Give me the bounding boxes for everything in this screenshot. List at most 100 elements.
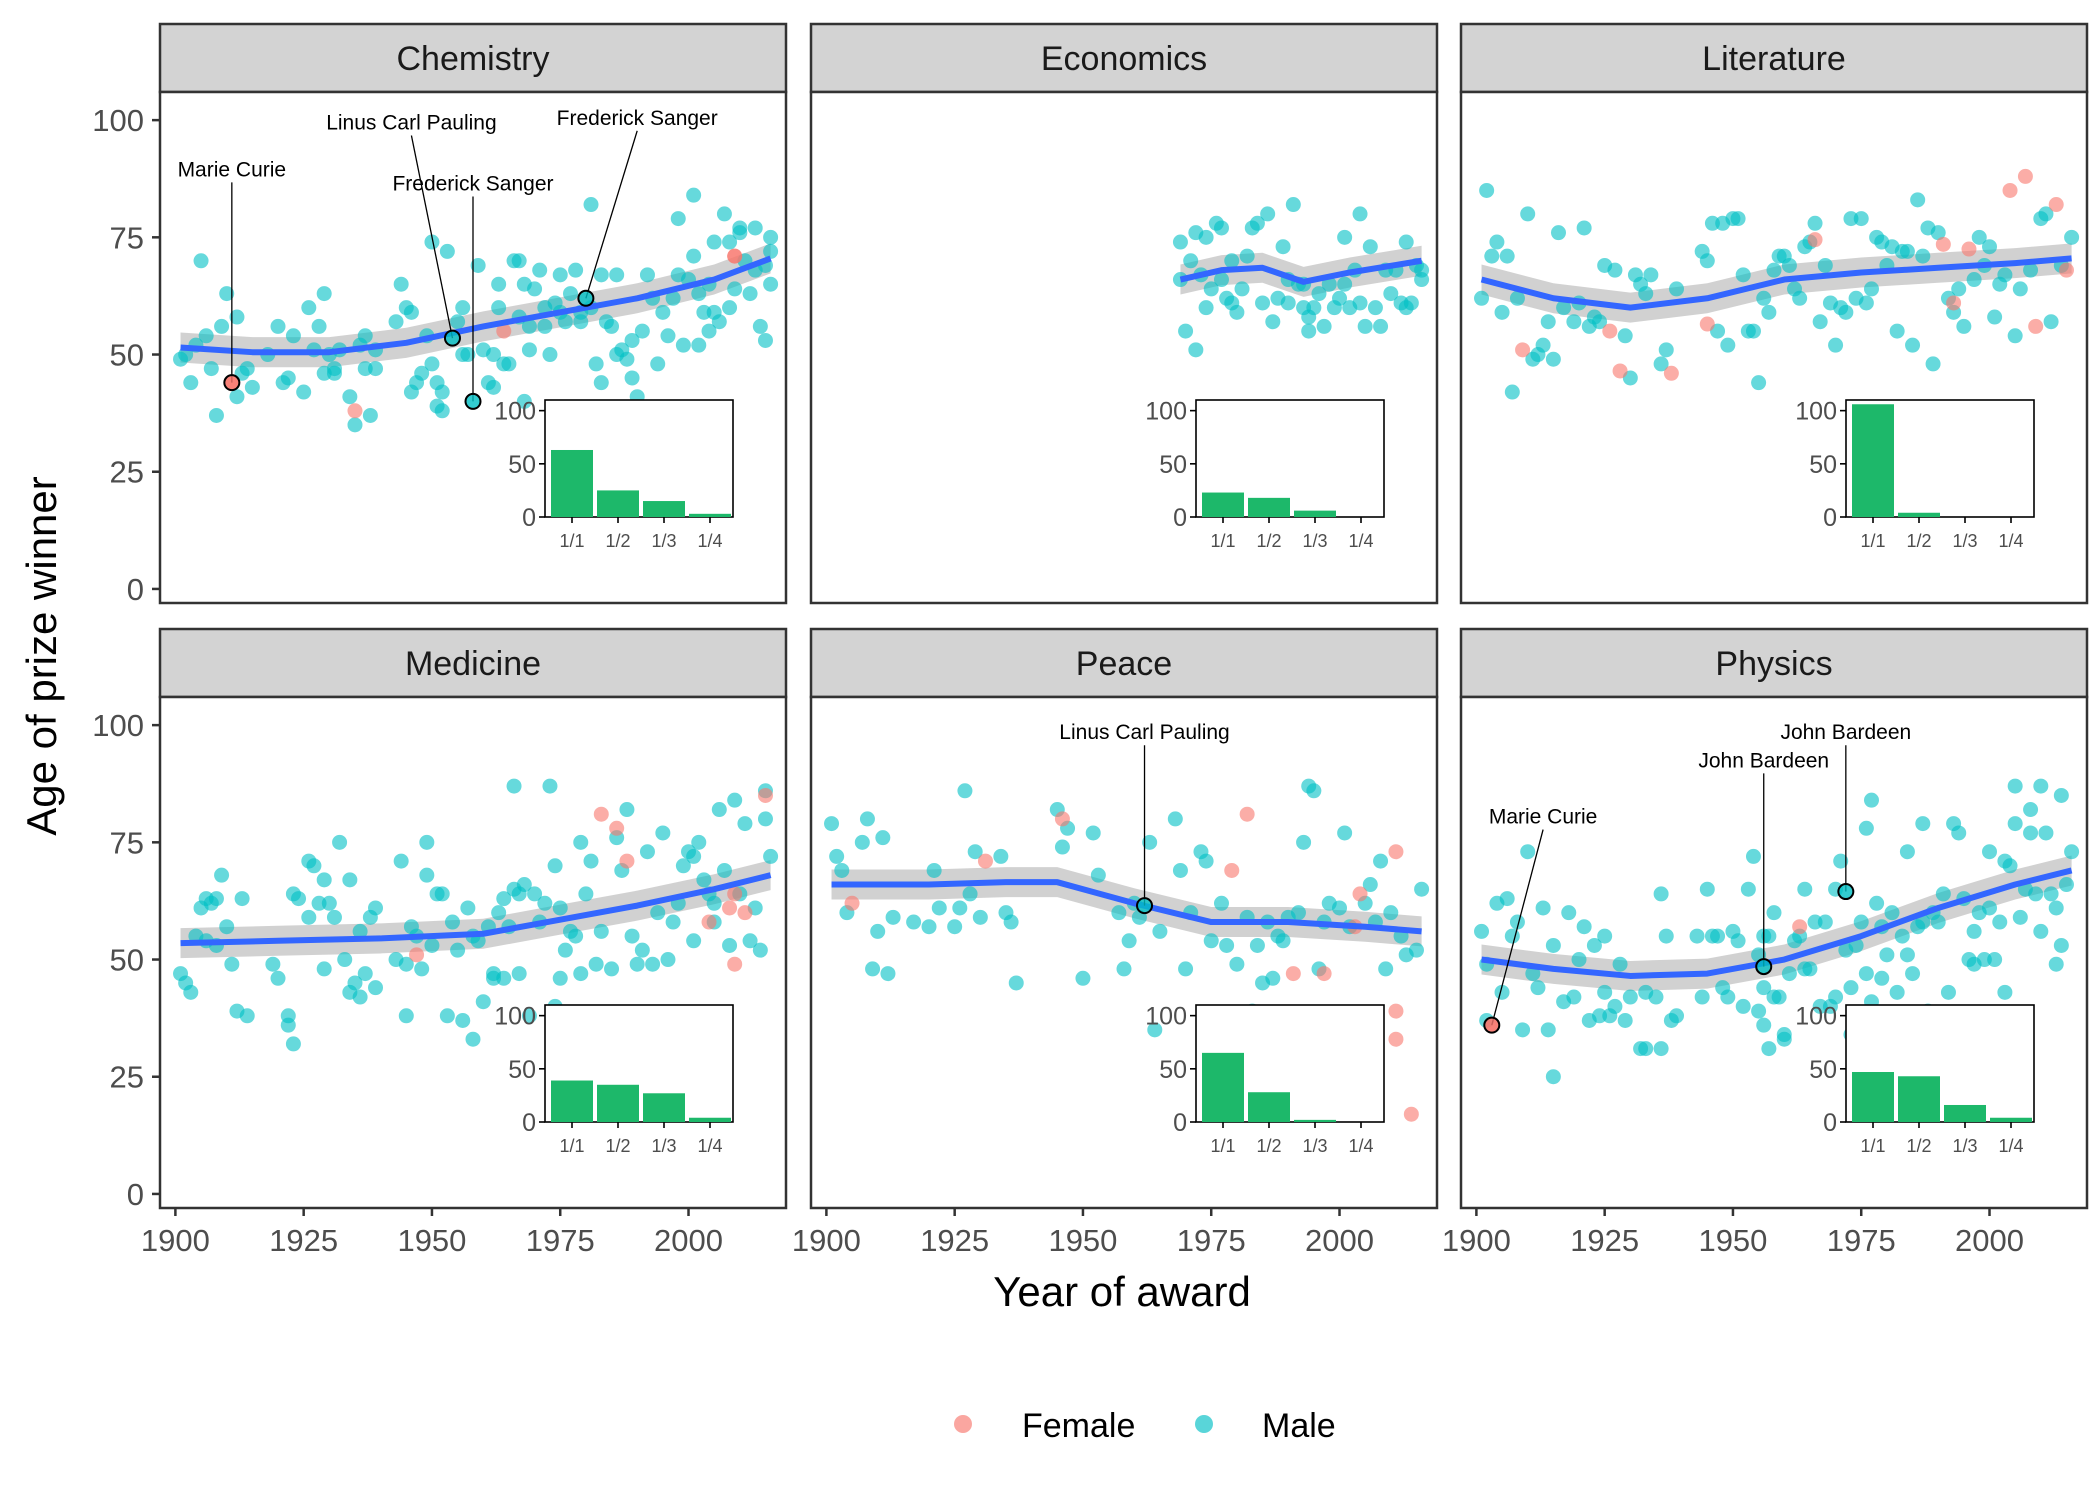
point-male — [1925, 356, 1941, 372]
point-male — [1643, 267, 1659, 283]
point-male — [1756, 290, 1772, 306]
point-male — [1817, 257, 1833, 273]
point-male — [506, 778, 522, 794]
strip-label-medicine: Medicine — [405, 645, 541, 683]
x-tick-label: 1950 — [1698, 1223, 1767, 1258]
point-female — [1285, 966, 1301, 982]
strip-literature — [1459, 22, 2089, 94]
point-male — [1751, 375, 1767, 391]
point-male — [1285, 197, 1301, 213]
x-tick-label: 1925 — [269, 1223, 338, 1258]
point-male — [972, 909, 988, 925]
point-male — [1828, 337, 1844, 353]
point-male — [486, 970, 502, 986]
point-male — [1249, 937, 1265, 953]
inset-y-tick-label: 0 — [522, 504, 536, 532]
point-female — [1352, 886, 1368, 902]
facet-physics: Physics 1900 1925 1950 1975 2000 Marie Curie Jo… — [1442, 627, 2089, 1258]
point-male — [270, 970, 286, 986]
point-male — [1607, 262, 1623, 278]
point-male — [1838, 304, 1854, 320]
facet-peace: Peace 1900 1925 1950 1975 2000 Linus Carl Paul… — [792, 627, 1439, 1258]
point-male — [229, 309, 245, 325]
strip-physics — [1459, 627, 2089, 699]
point-male — [639, 267, 655, 283]
point-male — [2053, 787, 2069, 803]
point-male — [1003, 914, 1019, 930]
point-male — [1607, 998, 1623, 1014]
point-male — [1761, 1041, 1777, 1057]
point-male — [1899, 243, 1915, 259]
point-male — [1710, 928, 1726, 944]
point-male — [1997, 267, 2013, 283]
point-female — [2058, 262, 2074, 278]
inset-x-tick-label: 1/2 — [1906, 1136, 1931, 1156]
point-male — [1653, 356, 1669, 372]
point-male — [1198, 300, 1214, 316]
point-male — [1807, 215, 1823, 231]
point-male — [1367, 300, 1383, 316]
inset-economics: 0 50 100 1/1 1/2 1/3 1/4 — [1145, 398, 1385, 551]
point-male — [1653, 1041, 1669, 1057]
point-female — [1602, 323, 1618, 339]
point-male — [568, 928, 584, 944]
point-male — [501, 356, 517, 372]
point-female — [1239, 806, 1255, 822]
y-tick-label: 50 — [110, 338, 144, 373]
point-male — [2033, 778, 2049, 794]
point-male — [321, 895, 337, 911]
inset-x-tick-label: 1/1 — [1860, 531, 1885, 551]
point-male — [1853, 211, 1869, 227]
inset-chemistry: 0 50 100 1/1 1/2 1/3 1/4 — [494, 398, 734, 551]
point-male — [1219, 937, 1235, 953]
point-male — [1571, 952, 1587, 968]
y-axis-title: Age of prize winner — [18, 476, 65, 836]
inset-y-tick-label: 100 — [494, 398, 536, 426]
inset-bar — [1202, 1052, 1244, 1122]
inset-y-tick-label: 100 — [1795, 1003, 1837, 1031]
point-male — [2023, 802, 2039, 818]
inset-peace: 0 50 100 1/1 1/2 1/3 1/4 — [1145, 1003, 1385, 1156]
point-male — [1198, 853, 1214, 869]
point-male — [588, 356, 604, 372]
point-male — [1863, 281, 1879, 297]
point-male — [1797, 881, 1813, 897]
point-male — [691, 286, 707, 302]
point-male — [1414, 272, 1430, 288]
inset-bar — [1990, 1117, 2032, 1122]
annotation-label: Linus Carl Pauling — [326, 112, 496, 135]
facet-literature: Literature 0 50 100 1/1 1/2 1/3 1/4 — [1459, 22, 2089, 605]
inset-bar — [597, 1084, 639, 1122]
point-male — [732, 225, 748, 241]
point-male — [511, 966, 527, 982]
point-male — [624, 928, 640, 944]
point-male — [1638, 286, 1654, 302]
x-tick-label: 1925 — [1570, 1223, 1639, 1258]
panel-border-literature — [1459, 90, 2089, 605]
point-male — [2043, 314, 2059, 330]
point-male — [737, 816, 753, 832]
point-male — [742, 286, 758, 302]
inset-x-tick-label: 1/2 — [605, 1136, 630, 1156]
point-male — [1858, 295, 1874, 311]
point-male — [1669, 281, 1685, 297]
point-male — [1648, 989, 1664, 1005]
point-male — [393, 853, 409, 869]
point-male — [1054, 839, 1070, 855]
annotation-label: Frederick Sanger — [557, 107, 718, 130]
inset-y-tick-label: 50 — [508, 451, 536, 479]
point-male — [588, 956, 604, 972]
point-male — [542, 778, 558, 794]
point-male — [347, 975, 363, 991]
point-male — [757, 332, 773, 348]
legend-label-female: Female — [1022, 1407, 1135, 1445]
point-male — [706, 895, 722, 911]
point-female — [1388, 844, 1404, 860]
point-male — [537, 318, 553, 334]
point-male — [747, 220, 763, 236]
annotation-leader — [1491, 829, 1544, 1026]
point-male — [727, 792, 743, 808]
inset-y-tick-label: 50 — [1159, 1056, 1187, 1084]
point-male — [337, 952, 353, 968]
point-female — [2002, 182, 2018, 198]
